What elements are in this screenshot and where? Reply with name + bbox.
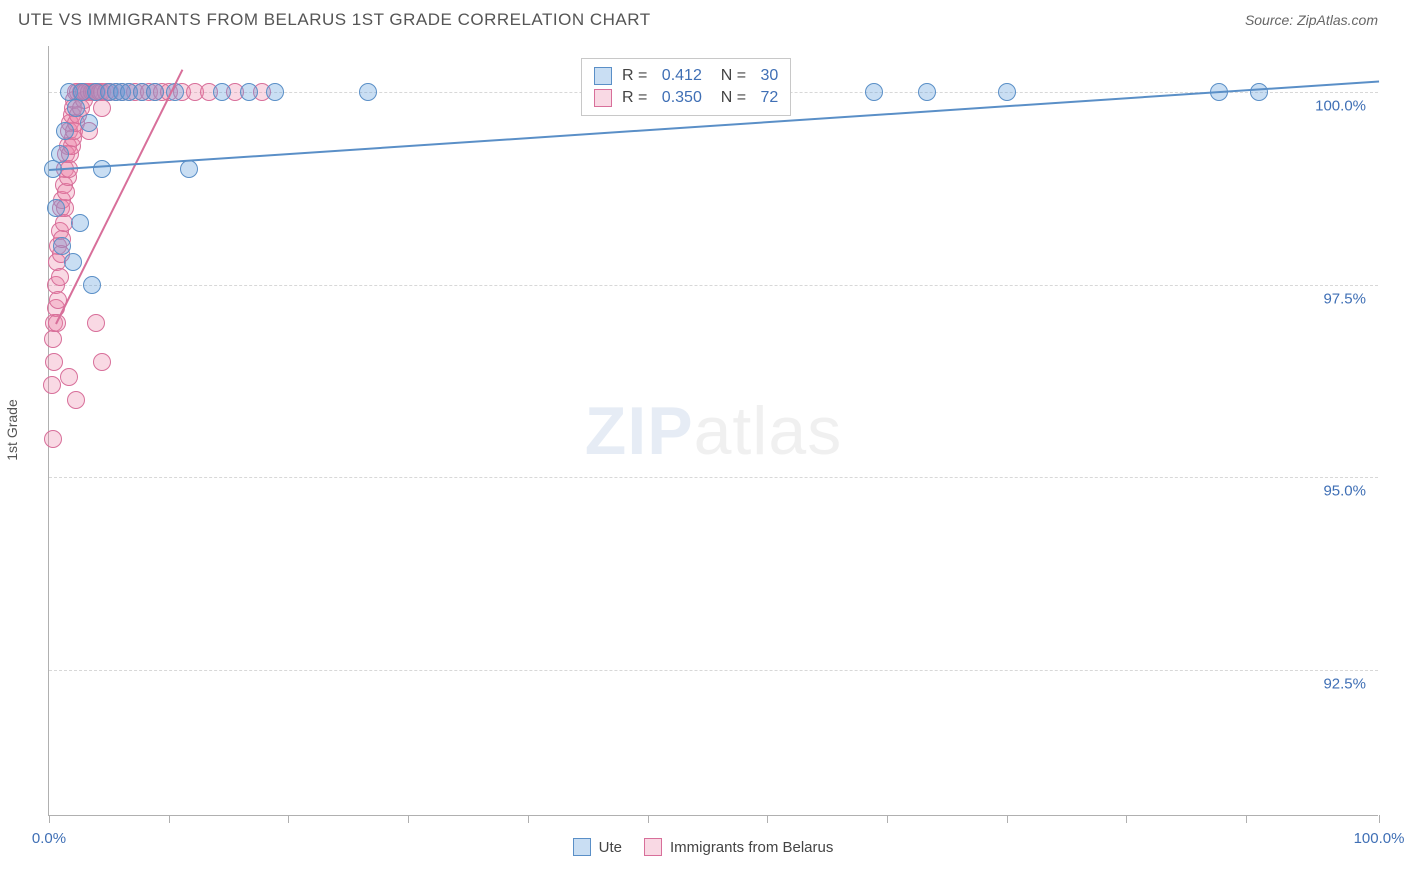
stat-row-ute: R = 0.412 N = 30 <box>594 65 778 87</box>
x-tick <box>288 815 289 823</box>
data-point-ute <box>56 122 74 140</box>
legend-item-ute: Ute <box>573 838 622 856</box>
y-tick-label: 97.5% <box>1323 290 1366 307</box>
data-point-ute <box>51 145 69 163</box>
x-tick <box>49 815 50 823</box>
chart-title: UTE VS IMMIGRANTS FROM BELARUS 1ST GRADE… <box>18 10 651 30</box>
legend-label-ute: Ute <box>599 839 622 856</box>
legend-item-belarus: Immigrants from Belarus <box>644 838 833 856</box>
legend-swatch-belarus <box>644 838 662 856</box>
data-point-ute <box>71 214 89 232</box>
data-point-belarus <box>45 353 63 371</box>
data-point-belarus <box>43 376 61 394</box>
gridline <box>49 285 1378 286</box>
stat-r-value-ute: 0.412 <box>662 67 702 85</box>
data-point-ute <box>359 83 377 101</box>
data-point-belarus <box>51 268 69 286</box>
correlation-stats-box: R = 0.412 N = 30R = 0.350 N = 72 <box>581 58 791 116</box>
data-point-ute <box>83 276 101 294</box>
data-point-ute <box>64 253 82 271</box>
plot-area: 92.5%95.0%97.5%100.0%0.0%100.0%ZIPatlasR… <box>48 46 1378 816</box>
stat-n-label: N = <box>712 89 751 107</box>
data-point-belarus <box>44 430 62 448</box>
y-tick-label: 92.5% <box>1323 675 1366 692</box>
data-point-belarus <box>67 391 85 409</box>
legend-swatch-ute <box>573 838 591 856</box>
stat-r-label: R = <box>622 89 652 107</box>
legend-label-belarus: Immigrants from Belarus <box>670 839 833 856</box>
x-tick <box>1126 815 1127 823</box>
data-point-belarus <box>60 368 78 386</box>
gridline <box>49 670 1378 671</box>
x-tick <box>1379 815 1380 823</box>
data-point-belarus <box>93 99 111 117</box>
data-point-ute <box>266 83 284 101</box>
x-tick <box>648 815 649 823</box>
source-attribution: Source: ZipAtlas.com <box>1245 12 1378 28</box>
bottom-legend: Ute Immigrants from Belarus <box>0 838 1406 856</box>
stat-n-value-ute: 30 <box>761 67 779 85</box>
x-tick <box>1246 815 1247 823</box>
data-point-ute <box>180 160 198 178</box>
data-point-belarus <box>57 183 75 201</box>
stat-n-value-belarus: 72 <box>761 89 779 107</box>
gridline <box>49 477 1378 478</box>
y-tick-label: 95.0% <box>1323 483 1366 500</box>
x-tick <box>887 815 888 823</box>
data-point-belarus <box>93 353 111 371</box>
y-axis-title: 1st Grade <box>4 399 20 460</box>
data-point-ute <box>67 99 85 117</box>
data-point-ute <box>93 160 111 178</box>
stat-swatch-ute <box>594 67 612 85</box>
stat-r-label: R = <box>622 67 652 85</box>
data-point-ute <box>146 83 164 101</box>
data-point-ute <box>213 83 231 101</box>
watermark: ZIPatlas <box>585 392 842 470</box>
stat-row-belarus: R = 0.350 N = 72 <box>594 87 778 109</box>
stat-r-value-belarus: 0.350 <box>662 89 702 107</box>
x-tick <box>1007 815 1008 823</box>
data-point-ute <box>1250 83 1268 101</box>
data-point-ute <box>80 114 98 132</box>
x-tick <box>169 815 170 823</box>
x-tick <box>767 815 768 823</box>
x-tick <box>528 815 529 823</box>
data-point-belarus <box>87 314 105 332</box>
stat-swatch-belarus <box>594 89 612 107</box>
data-point-ute <box>998 83 1016 101</box>
data-point-ute <box>47 199 65 217</box>
x-tick <box>408 815 409 823</box>
data-point-ute <box>918 83 936 101</box>
data-point-ute <box>865 83 883 101</box>
data-point-ute <box>240 83 258 101</box>
stat-n-label: N = <box>712 67 751 85</box>
y-tick-label: 100.0% <box>1315 98 1366 115</box>
data-point-belarus <box>44 330 62 348</box>
